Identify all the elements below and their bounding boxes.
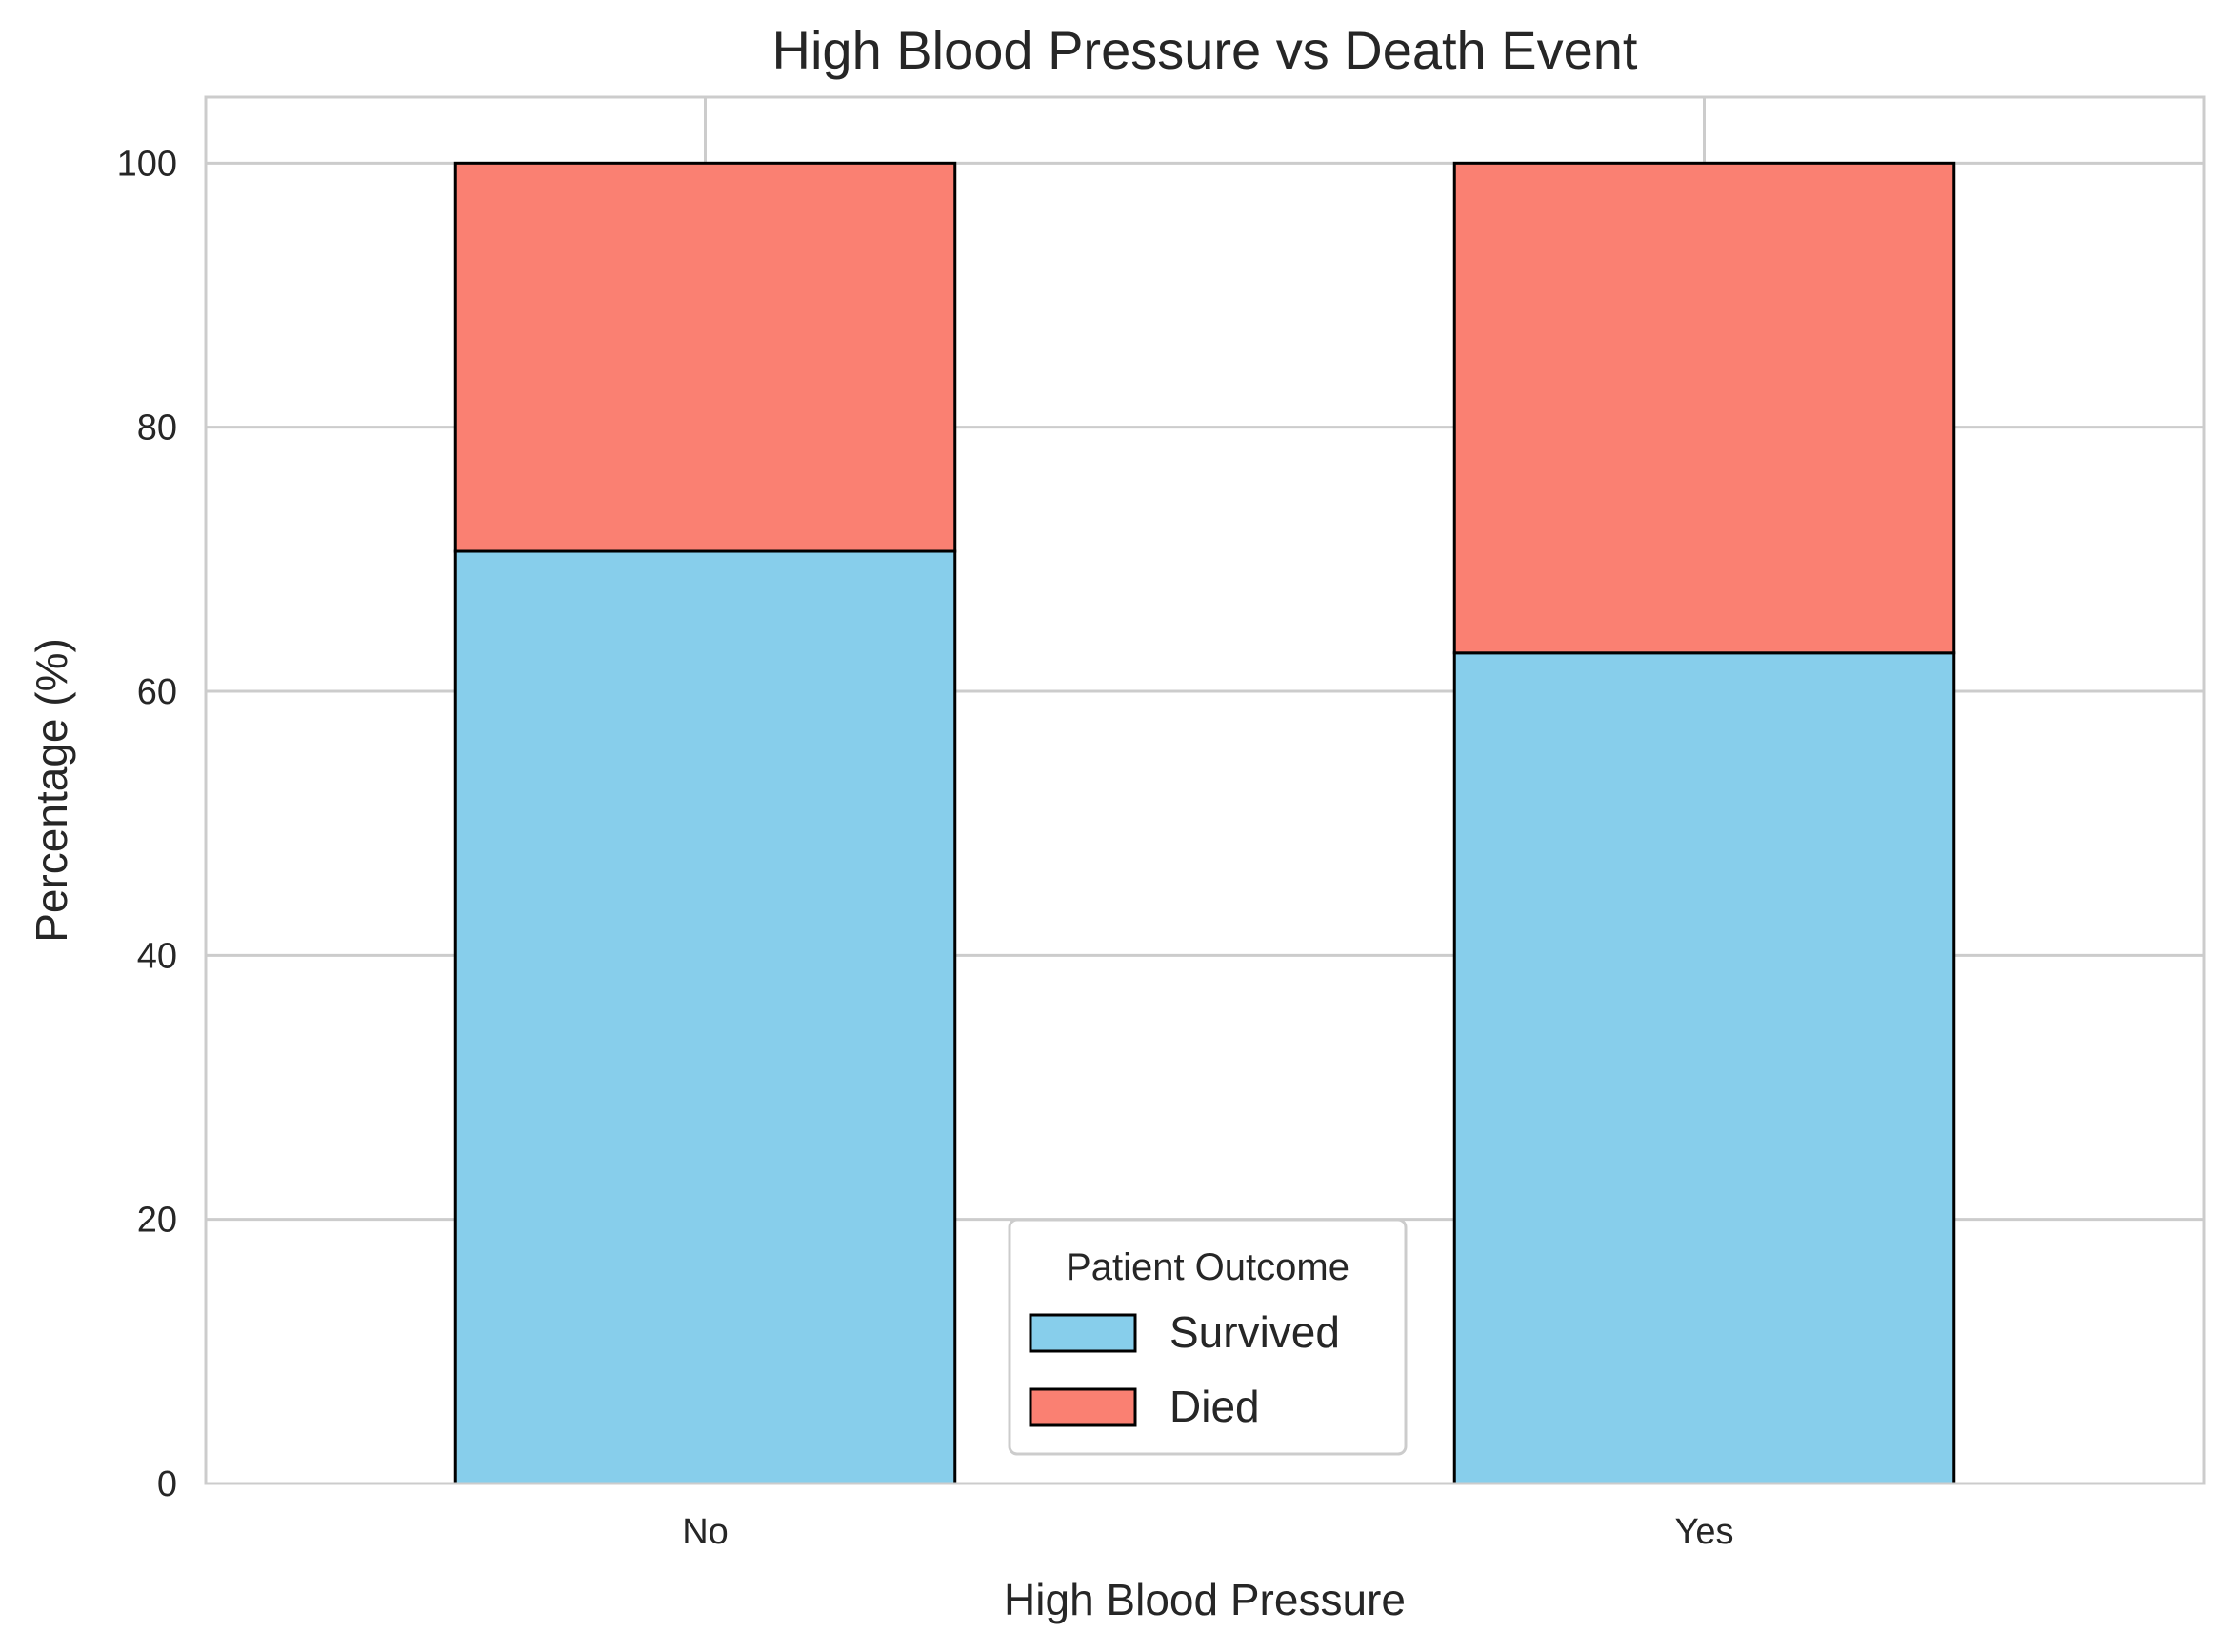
- y-tick-label: 100: [117, 144, 177, 184]
- y-tick-label: 20: [137, 1201, 177, 1241]
- x-tick-label: Yes: [1675, 1512, 1734, 1552]
- y-tick-label: 60: [137, 672, 177, 712]
- legend-label-survived: Survived: [1169, 1307, 1340, 1357]
- legend-items: Survived Died: [1029, 1307, 1340, 1431]
- y-tick-labels: 0 20 40 60 80 100: [117, 144, 177, 1504]
- x-axis-label: High Blood Pressure: [1004, 1575, 1406, 1624]
- bars: [453, 161, 1956, 1485]
- plot-frame: [204, 95, 2206, 1485]
- legend-label-died: Died: [1169, 1382, 1260, 1431]
- x-tick-labels: No Yes: [682, 1512, 1733, 1552]
- bar-survived-no: [453, 549, 957, 1485]
- bar-died-yes: [1452, 161, 1956, 655]
- legend-swatch-survived: [1029, 1313, 1137, 1353]
- bar-survived-yes: [1452, 651, 1956, 1485]
- legend: Patient Outcome Survived Died: [1008, 1218, 1408, 1456]
- legend-title: Patient Outcome: [1066, 1246, 1349, 1288]
- chart-title: High Blood Pressure vs Death Event: [772, 20, 1638, 80]
- y-tick-label: 40: [137, 936, 177, 976]
- y-tick-label: 80: [137, 408, 177, 448]
- x-tick-label: No: [682, 1512, 729, 1552]
- bar-died-no: [453, 161, 957, 553]
- legend-swatch-died: [1029, 1387, 1137, 1427]
- y-tick-label: 0: [157, 1464, 177, 1504]
- y-axis-label: Percentage (%): [27, 638, 76, 943]
